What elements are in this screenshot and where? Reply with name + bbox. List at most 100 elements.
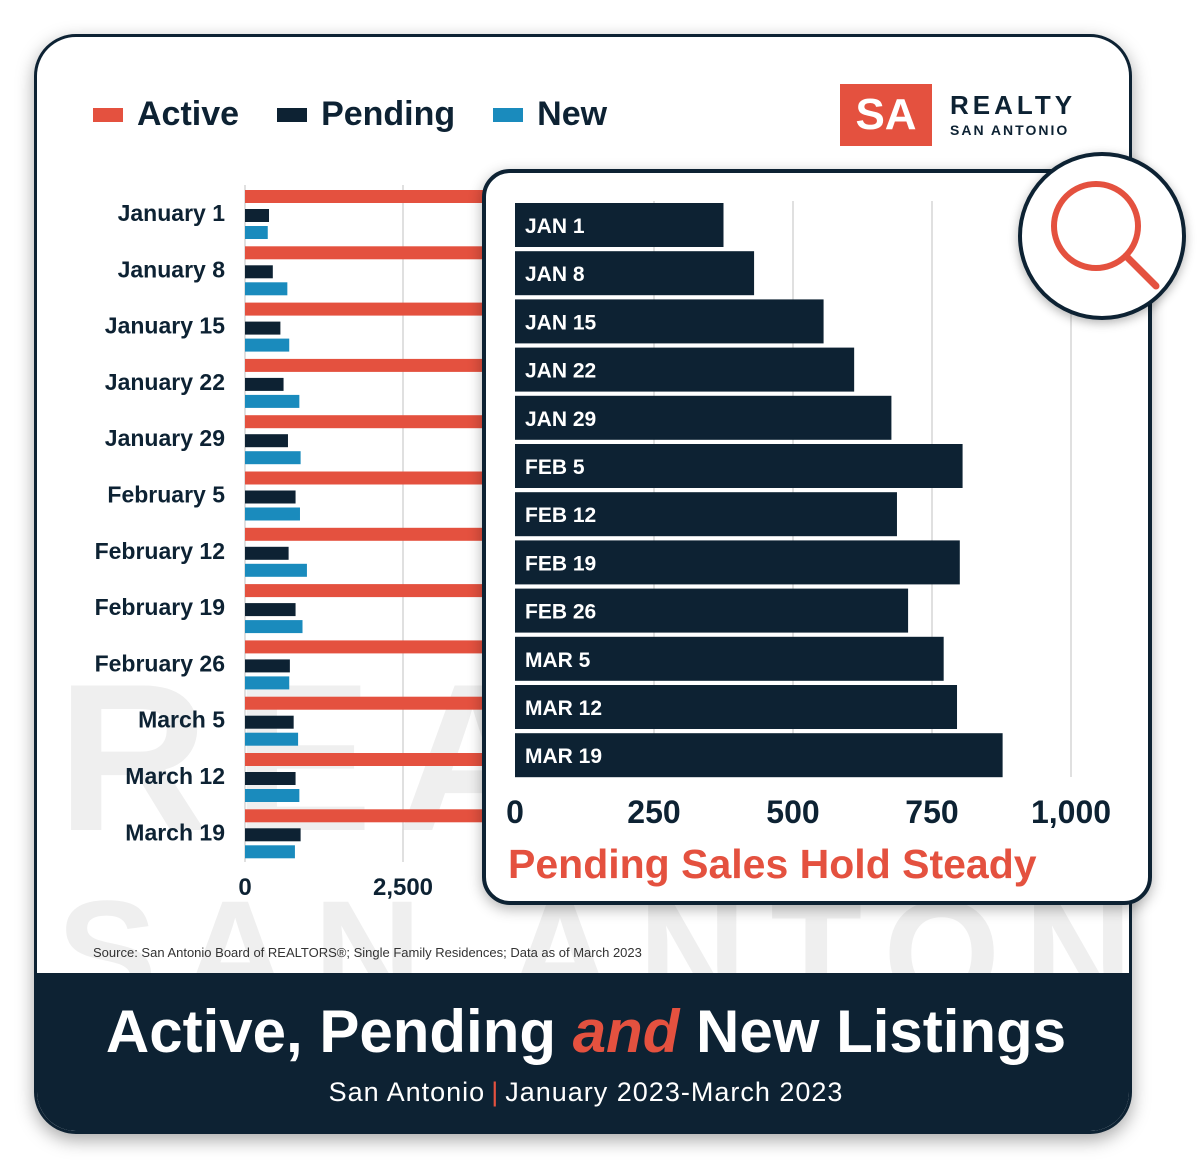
bar-pending xyxy=(245,772,296,785)
category-label: February 5 xyxy=(107,482,225,508)
bar-new xyxy=(245,394,300,408)
category-label: January 1 xyxy=(118,200,226,226)
inset-bar-label: FEB 19 xyxy=(525,552,596,575)
main-bar-chart: January 1 January 8 January 15 January 22 Ja… xyxy=(95,185,545,901)
bar-active xyxy=(245,358,545,372)
magnifier-icon xyxy=(1051,181,1160,290)
footer-sub-location: San Antonio xyxy=(328,1077,486,1107)
inset-bar-label: FEB 12 xyxy=(525,504,596,527)
bar-new xyxy=(245,676,290,690)
legend-swatch-pending xyxy=(277,107,308,122)
bar-pending xyxy=(245,434,288,448)
inset-bar xyxy=(515,444,963,488)
logo-mark: SA xyxy=(840,84,932,146)
inset-bar xyxy=(515,203,724,247)
bar-pending xyxy=(245,209,270,222)
category-label: February 12 xyxy=(95,538,225,564)
category-label: March 19 xyxy=(125,819,225,845)
legend-swatch-new xyxy=(493,107,524,122)
inset-bar-label: JAN 29 xyxy=(525,408,596,431)
footer-banner: Active, Pending and New Listings San Ant… xyxy=(37,973,1129,1131)
inset-bar-label: MAR 12 xyxy=(525,697,602,720)
category-label: January 15 xyxy=(105,313,225,339)
legend: Active Pending New xyxy=(93,95,645,134)
bar-new xyxy=(245,732,299,746)
bar-active xyxy=(245,527,545,541)
inset-bar xyxy=(515,636,944,681)
inset-bar-label: JAN 1 xyxy=(525,215,585,238)
inset-x-tick-label: 0 xyxy=(506,794,524,830)
logo-name: REALTY xyxy=(950,90,1077,120)
inset-x-tick-label: 250 xyxy=(627,794,680,830)
footer-sub-dates: January 2023-March 2023 xyxy=(505,1077,844,1107)
bar-new xyxy=(245,845,295,859)
bar-active xyxy=(245,415,545,429)
inset-bar-label: JAN 8 xyxy=(525,263,585,286)
bar-pending xyxy=(245,715,294,729)
inset-bar-label: MAR 5 xyxy=(525,649,591,672)
footer-title-part2: New Listings xyxy=(679,998,1067,1065)
inset-bar xyxy=(515,251,755,296)
brand-logo: SA REALTY SAN ANTONIO xyxy=(840,84,1076,146)
inset-bar xyxy=(515,395,892,440)
inset-bar-label: FEB 5 xyxy=(525,456,585,479)
inset-chart-title: Pending Sales Hold Steady xyxy=(508,841,1037,887)
inset-bar xyxy=(515,492,897,537)
bar-active xyxy=(245,190,545,203)
bar-new xyxy=(245,563,307,577)
bar-new xyxy=(245,338,290,352)
bar-active xyxy=(245,640,545,654)
logo-sub: SAN ANTONIO xyxy=(950,122,1070,138)
bar-new xyxy=(245,226,268,239)
bar-new xyxy=(245,451,301,465)
category-label: February 19 xyxy=(95,594,225,620)
legend-item-new: New xyxy=(493,95,607,134)
bar-active xyxy=(245,696,545,710)
bar-pending xyxy=(245,603,296,617)
category-label: January 22 xyxy=(105,369,225,395)
inset-bar-label: MAR 19 xyxy=(525,745,602,768)
footer-sub-separator: | xyxy=(491,1077,500,1107)
bar-pending xyxy=(245,265,273,279)
legend-label-pending: Pending xyxy=(321,95,456,133)
source-note: Source: San Antonio Board of REALTORS®; … xyxy=(93,945,642,960)
inset-bar xyxy=(515,733,1003,778)
bar-pending xyxy=(245,828,301,842)
legend-swatch-active xyxy=(93,107,123,122)
inset-bar xyxy=(515,588,909,633)
inset-bar xyxy=(515,685,958,729)
category-label: February 26 xyxy=(95,650,225,676)
x-tick-label: 0 xyxy=(238,874,251,901)
bar-new xyxy=(245,789,300,802)
legend-label-new: New xyxy=(537,95,608,133)
bar-pending xyxy=(245,546,289,560)
inset-x-tick-label: 1,000 xyxy=(1031,794,1111,830)
footer-title: Active, Pending and New Listings xyxy=(37,997,1129,1067)
bar-pending xyxy=(245,321,281,335)
footer-subtitle: San Antonio | January 2023-March 2023 xyxy=(37,1077,1129,1108)
bar-active xyxy=(245,809,545,823)
bar-new xyxy=(245,507,300,521)
legend-item-active: Active xyxy=(93,95,239,134)
bar-active xyxy=(245,246,545,260)
legend-item-pending: Pending xyxy=(277,95,455,134)
pending-bar-chart: JAN 1 JAN 8 JAN 15 JAN 22 JAN 29 FEB 5 FEB 12 F… xyxy=(506,201,1111,830)
inset-bar xyxy=(515,540,960,585)
inset-bar xyxy=(515,347,855,392)
bar-new xyxy=(245,620,303,634)
footer-title-part1: Active, Pending xyxy=(105,998,573,1065)
x-tick-label: 2,500 xyxy=(373,874,433,901)
magnifier-badge xyxy=(1018,152,1186,320)
bar-pending xyxy=(245,659,290,673)
bar-pending xyxy=(245,490,296,504)
bar-new xyxy=(245,282,288,296)
inset-bar xyxy=(515,299,824,344)
inset-x-tick-label: 750 xyxy=(905,794,958,830)
logo-wordmark: REALTY SAN ANTONIO xyxy=(950,92,1076,138)
bar-active xyxy=(245,584,545,598)
category-label: January 8 xyxy=(118,256,226,282)
inset-bar-label: JAN 22 xyxy=(525,360,596,383)
category-label: March 5 xyxy=(138,707,225,733)
bar-active xyxy=(245,302,545,316)
category-label: March 12 xyxy=(125,763,225,789)
